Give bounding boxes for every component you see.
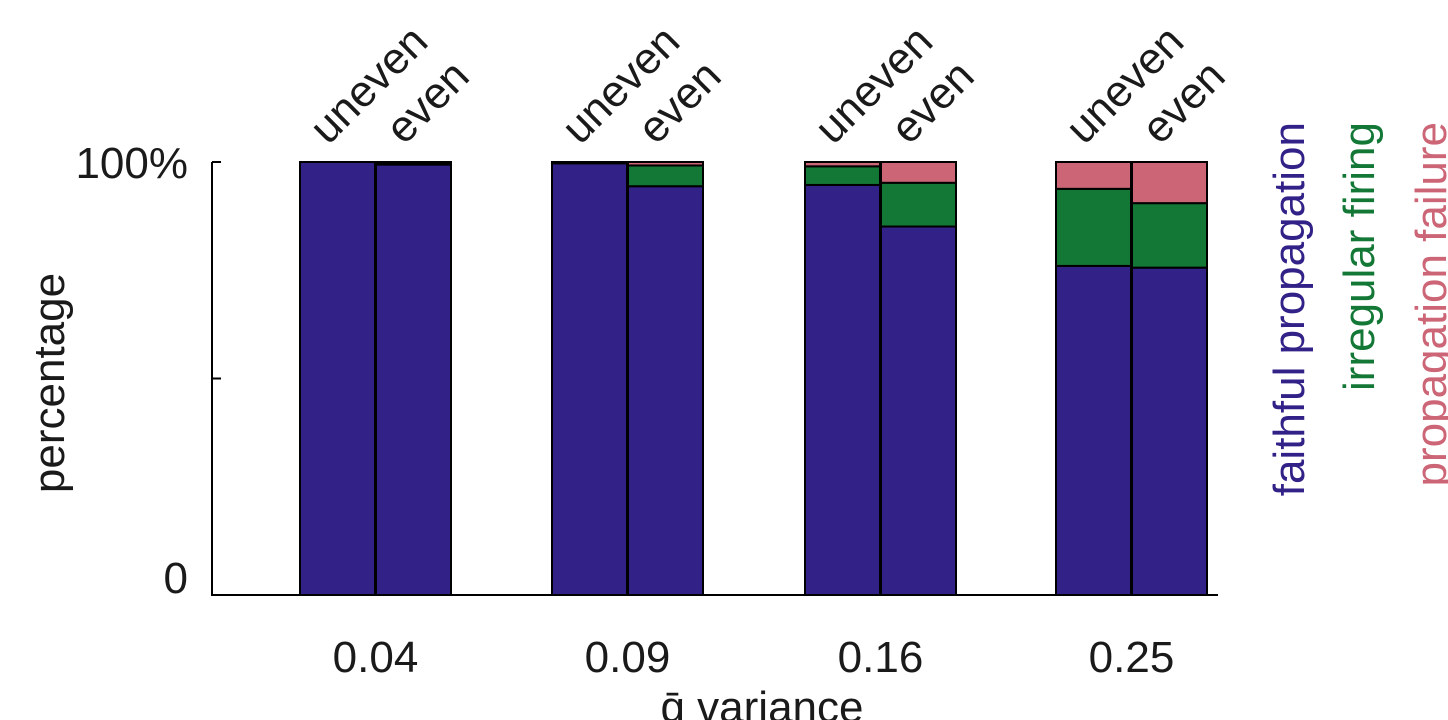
y-ticks: 0 100% xyxy=(75,139,221,603)
x-tick-label: 0.04 xyxy=(333,633,419,682)
legend-entry-faithful-propagation: faithful propagation xyxy=(1265,122,1314,496)
bar-propagation-failure-even-0.16 xyxy=(880,161,957,184)
bar-irregular-firing-uneven-0.25 xyxy=(1055,187,1132,267)
legend: faithful propagation irregular firing prop… xyxy=(1265,122,1448,496)
bar-faithful-propagation-uneven-0.25 xyxy=(1055,264,1132,596)
x-axis-label: ḡ variance xyxy=(660,683,863,720)
bar-faithful-propagation-even-0.16 xyxy=(880,225,957,596)
x-tick-label: 0.09 xyxy=(585,633,671,682)
y-tick-label: 0 xyxy=(164,554,188,603)
bar-irregular-firing-even-0.16 xyxy=(880,181,957,228)
bar-faithful-propagation-uneven-0.09 xyxy=(551,162,628,596)
bar-faithful-propagation-uneven-0.16 xyxy=(804,183,881,596)
bar-faithful-propagation-even-0.04 xyxy=(375,163,452,597)
bar-irregular-firing-even-0.25 xyxy=(1131,202,1208,269)
x-tick-label: 0.16 xyxy=(838,633,924,682)
bar-propagation-failure-uneven-0.16 xyxy=(804,161,881,168)
y-axis-label: percentage xyxy=(25,273,74,493)
bar-irregular-firing-uneven-0.16 xyxy=(804,165,881,186)
bar-faithful-propagation-even-0.09 xyxy=(627,185,704,597)
x-tick-label: 0.25 xyxy=(1089,633,1175,682)
bar-propagation-failure-even-0.25 xyxy=(1131,161,1208,205)
bar-propagation-failure-uneven-0.09 xyxy=(551,161,628,164)
x-tick-labels: 0.04 0.09 0.16 0.25 xyxy=(333,633,1175,682)
legend-entry-propagation-failure: propagation failure xyxy=(1407,122,1448,486)
legend-entry-irregular-firing: irregular firing xyxy=(1335,122,1384,391)
bar-faithful-propagation-even-0.25 xyxy=(1131,266,1208,596)
y-tick-label: 100% xyxy=(75,139,188,188)
bar-propagation-failure-uneven-0.25 xyxy=(1055,161,1132,190)
bar-propagation-failure-even-0.04 xyxy=(375,161,452,164)
bar-propagation-failure-even-0.09 xyxy=(627,161,704,167)
bars-layer xyxy=(299,161,1208,597)
bar-irregular-firing-even-0.09 xyxy=(627,164,704,188)
bar-faithful-propagation-uneven-0.04 xyxy=(299,161,376,596)
